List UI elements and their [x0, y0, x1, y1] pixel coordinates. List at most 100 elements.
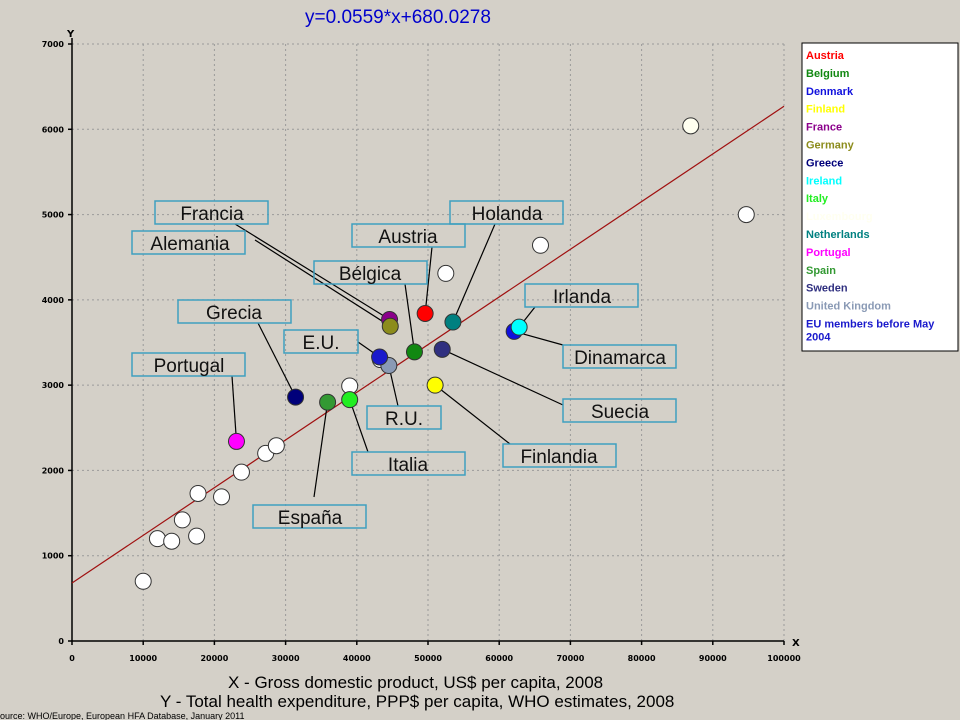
data-point-other: [531, 236, 549, 254]
data-point-other: [173, 511, 191, 529]
x-tick-label: 10000: [129, 654, 157, 663]
y-tick-label: 2000: [42, 466, 65, 475]
regression-line: [71, 105, 785, 584]
callout-portugal: Portugal: [131, 352, 246, 377]
legend-item-finland: Finland: [806, 104, 845, 116]
y-tick-label: 1000: [42, 552, 65, 561]
data-point-italy: [341, 391, 359, 409]
legend-item-portugal: Portugal: [806, 247, 851, 259]
callout-box: [562, 344, 677, 369]
data-point-other: [189, 484, 207, 502]
callout-box: [366, 405, 442, 430]
y-tick-label: 5000: [42, 211, 65, 220]
data-point-sweden: [433, 340, 451, 358]
highlighted-country-points: [227, 117, 700, 450]
x-tick-label: 30000: [272, 654, 300, 663]
source-note: Source: WHO/Europe, European HFA Databas…: [0, 711, 244, 720]
data-point-other: [437, 264, 455, 282]
callout-box: [283, 329, 359, 354]
data-point-germany: [381, 317, 399, 335]
callout-label: Grecia: [206, 303, 262, 324]
callout-belgica: Bélgica: [313, 260, 428, 285]
data-point-belgium: [405, 343, 423, 361]
legend: Austria Belgium Denmark Finland France German…: [801, 42, 959, 352]
data-point-other: [737, 206, 755, 224]
legend-item-italy: Italy: [806, 193, 829, 205]
callout-irlanda: Irlanda: [524, 283, 639, 308]
legend-item-greece: Greece: [806, 157, 843, 169]
legend-item-united-kingdom: United Kingdom: [806, 301, 891, 313]
callout-finlandia: Finlandia: [502, 443, 617, 468]
callout-leader-suecia: [441, 348, 564, 406]
callout-box: [562, 398, 677, 423]
callout-leader-austria: [424, 246, 433, 314]
data-point-finland: [426, 376, 444, 394]
regression-equation: y=0.0559*x+680.0278: [305, 7, 491, 28]
callout-box: [131, 230, 246, 255]
callout-label: Austria: [378, 227, 438, 248]
callout-label: Italia: [388, 455, 429, 476]
other-country-points: [134, 206, 755, 590]
legend-item-belgium: Belgium: [806, 68, 850, 80]
callout-label: Bélgica: [339, 264, 402, 285]
data-point-other: [188, 527, 206, 545]
data-point-ireland: [510, 318, 528, 336]
legend-item-ireland: Ireland: [806, 175, 842, 187]
callout-leader-grecia: [257, 322, 297, 398]
y-axis-title: Y - Total health expenditure, PPP$ per c…: [160, 692, 674, 711]
data-point-other: [134, 572, 152, 590]
callout-box: [351, 223, 466, 248]
callout-box: [252, 504, 367, 529]
callout-box: [351, 451, 466, 476]
callout-leader-finlandia: [434, 384, 511, 445]
y-tick-label: 3000: [42, 381, 65, 390]
legend-box: [801, 42, 959, 352]
x-axis-label: X: [792, 638, 800, 649]
x-tick-label: 80000: [628, 654, 656, 663]
data-point-other: [213, 488, 231, 506]
x-tick-label: 20000: [200, 654, 228, 663]
data-point-other: [163, 532, 181, 550]
callout-leader-holanda: [452, 223, 496, 323]
x-tick-label: 90000: [699, 654, 727, 663]
callout-box: [131, 352, 246, 377]
callout-box: [524, 283, 639, 308]
callout-austria: Austria: [351, 223, 466, 248]
callout-leader-alemania: [254, 239, 391, 327]
legend-item-austria: Austria: [806, 50, 845, 62]
callout-box: [449, 200, 564, 225]
x-tick-label: 40000: [343, 654, 371, 663]
callout-label: España: [278, 508, 343, 529]
callout-label: Finlandia: [520, 447, 598, 468]
x-tick-label: 60000: [485, 654, 513, 663]
y-tick-label: 6000: [42, 125, 65, 134]
callout-holanda: Holanda: [449, 200, 564, 225]
data-point-netherlands: [444, 313, 462, 331]
x-tick-label: 50000: [414, 654, 442, 663]
callout-dinamarca: Dinamarca: [562, 344, 677, 369]
country-callouts: Francia Holanda Austria Alemania Bélgica Irla…: [131, 200, 677, 529]
x-axis-title: X - Gross domestic product, US$ per capi…: [228, 673, 603, 692]
callout-grecia: Grecia: [177, 299, 292, 324]
y-tick-label: 0: [58, 637, 64, 646]
legend-item-spain: Spain: [806, 265, 836, 277]
callout-box: [177, 299, 292, 324]
legend-item-germany: Germany: [806, 140, 855, 152]
callout-leader-portugal: [231, 375, 238, 442]
callout-box: [313, 260, 428, 285]
callout-leader-belgica: [404, 283, 416, 352]
data-point-portugal: [227, 432, 245, 450]
data-point-other: [232, 463, 250, 481]
callout-label: Dinamarca: [574, 348, 666, 369]
callout-label: E.U.: [303, 333, 340, 354]
legend-item-denmark: Denmark: [806, 86, 854, 98]
data-point-eu-members-before-may-2004: [371, 348, 389, 366]
callout-label: Irlanda: [553, 287, 612, 308]
x-tick-label: 70000: [556, 654, 584, 663]
callout-box: [502, 443, 617, 468]
callout-label: Holanda: [472, 204, 543, 225]
x-tick-label: 100000: [767, 654, 801, 663]
y-tick-label: 4000: [42, 296, 65, 305]
callout-label: Francia: [180, 204, 244, 225]
callout-label: Alemania: [150, 234, 230, 255]
